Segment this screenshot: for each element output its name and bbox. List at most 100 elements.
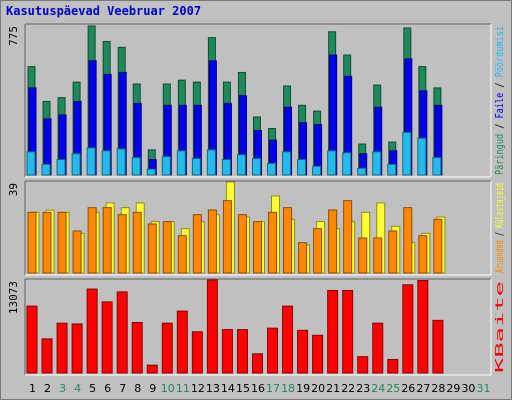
x-tick-label-day-30: 30 xyxy=(461,382,475,395)
x-tick-label-day-13: 13 xyxy=(206,382,220,395)
x-tick-label-day-6: 6 xyxy=(104,382,111,395)
x-tick-label-day-16: 16 xyxy=(251,382,265,395)
bar-visits-day-8 xyxy=(132,211,142,274)
bar-pages-day-24 xyxy=(372,151,382,176)
panel-bottom-series-legend: KBaite xyxy=(493,281,506,373)
x-tick-label-day-26: 26 xyxy=(401,382,415,395)
bar-kbytes-day-17 xyxy=(267,327,279,374)
bar-visits-day-21 xyxy=(328,209,338,274)
bar-pages-day-8 xyxy=(131,157,141,176)
legend-separator: / xyxy=(493,77,506,92)
bar-visits-day-22 xyxy=(343,200,353,274)
bar-pages-day-20 xyxy=(312,165,322,176)
bar-pages-day-3 xyxy=(56,159,66,176)
bar-pages-day-26 xyxy=(402,131,412,176)
bar-kbytes-day-27 xyxy=(417,280,429,374)
bar-kbytes-day-19 xyxy=(297,329,309,374)
x-tick-label-day-9: 9 xyxy=(149,382,156,395)
bar-pages-day-27 xyxy=(417,137,427,176)
bar-kbytes-day-5 xyxy=(86,288,98,374)
x-tick-label-day-27: 27 xyxy=(416,382,430,395)
bar-kbytes-day-2 xyxy=(41,338,53,374)
legend-entry-pöördumisi: Pöördumisi xyxy=(493,26,506,77)
x-tick-label-day-28: 28 xyxy=(431,382,445,395)
x-tick-label-day-21: 21 xyxy=(326,382,340,395)
x-tick-label-day-24: 24 xyxy=(371,382,385,395)
bar-kbytes-day-25 xyxy=(387,358,399,374)
bar-kbytes-day-3 xyxy=(56,322,68,374)
bar-kbytes-day-20 xyxy=(312,334,324,374)
bar-pages-day-13 xyxy=(206,149,216,176)
bar-kbytes-day-18 xyxy=(282,305,294,374)
bar-visits-day-5 xyxy=(87,207,97,274)
x-tick-label-day-4: 4 xyxy=(74,382,81,395)
x-tick-label-day-10: 10 xyxy=(161,382,175,395)
bar-visits-day-24 xyxy=(373,237,383,274)
x-tick-label-day-22: 22 xyxy=(341,382,355,395)
bar-visits-day-15 xyxy=(237,214,247,274)
x-tick-label-day-2: 2 xyxy=(44,382,51,395)
x-tick-label-day-31: 31 xyxy=(476,382,490,395)
bar-visits-day-11 xyxy=(177,235,187,274)
bar-visits-day-12 xyxy=(192,214,202,274)
bar-pages-day-10 xyxy=(161,156,171,176)
bar-kbytes-day-4 xyxy=(71,323,83,374)
bar-visits-day-6 xyxy=(102,207,112,274)
bar-pages-day-16 xyxy=(251,158,261,176)
legend-entry-kbaite: KBaite xyxy=(493,281,506,373)
bar-pages-day-19 xyxy=(297,159,307,176)
legend-entry-aruanded: Aruanded xyxy=(493,240,506,273)
bar-visits-day-23 xyxy=(358,237,368,274)
bar-pages-day-9 xyxy=(146,168,156,176)
bar-pages-day-17 xyxy=(267,162,277,176)
x-tick-label-day-17: 17 xyxy=(266,382,280,395)
x-tick-label-day-5: 5 xyxy=(89,382,96,395)
bar-kbytes-day-12 xyxy=(191,331,203,374)
bar-kbytes-day-28 xyxy=(432,319,444,374)
bar-visits-day-18 xyxy=(283,207,293,274)
panel-middle-series-legend: Aruanded / Külastajaid xyxy=(493,183,506,273)
x-tick-label-day-1: 1 xyxy=(29,382,36,395)
bar-pages-day-5 xyxy=(86,147,96,176)
bar-kbytes-day-11 xyxy=(176,310,188,374)
legend-entry-päringud: Päringud xyxy=(493,134,506,175)
x-tick-label-day-11: 11 xyxy=(176,382,190,395)
bar-visits-day-10 xyxy=(162,221,172,274)
x-tick-label-day-3: 3 xyxy=(59,382,66,395)
panel-top-series-legend: Päringud / Faile / Pöördumisi xyxy=(493,26,506,175)
bar-visits-day-27 xyxy=(418,235,428,274)
bar-kbytes-day-15 xyxy=(236,329,248,374)
bar-visits-day-19 xyxy=(298,242,308,274)
x-tick-label-day-18: 18 xyxy=(281,382,295,395)
bar-kbytes-day-23 xyxy=(357,356,369,374)
bar-kbytes-day-10 xyxy=(161,322,173,374)
legend-entry-külastajaid: Külastajaid xyxy=(493,183,506,228)
x-tick-label-day-7: 7 xyxy=(119,382,126,395)
bar-pages-day-7 xyxy=(116,148,126,176)
bar-pages-day-25 xyxy=(387,163,397,176)
x-tick-label-day-15: 15 xyxy=(236,382,250,395)
bar-kbytes-day-22 xyxy=(342,289,354,374)
legend-separator: / xyxy=(493,228,506,240)
bar-visits-day-20 xyxy=(313,228,323,274)
bar-visits-day-28 xyxy=(433,218,443,274)
bar-pages-day-2 xyxy=(41,163,51,176)
bar-visits-day-2 xyxy=(42,211,52,274)
bar-pages-day-23 xyxy=(357,167,367,176)
bar-kbytes-day-26 xyxy=(402,284,414,374)
bar-visits-day-7 xyxy=(117,214,127,274)
bar-visits-day-16 xyxy=(252,221,262,274)
bar-pages-day-15 xyxy=(236,154,246,176)
bar-visits-day-1 xyxy=(27,211,37,274)
bar-pages-day-11 xyxy=(176,150,186,176)
x-tick-label-day-20: 20 xyxy=(311,382,325,395)
bar-pages-day-4 xyxy=(71,153,81,176)
bar-pages-day-22 xyxy=(342,152,352,176)
bar-kbytes-day-6 xyxy=(101,301,113,374)
bar-pages-day-12 xyxy=(191,158,201,176)
bar-visits-day-26 xyxy=(403,207,413,274)
chart-title: Kasutuspäevad Veebruar 2007 xyxy=(6,4,202,18)
x-tick-label-day-29: 29 xyxy=(446,382,460,395)
bar-visits-day-25 xyxy=(388,230,398,274)
bar-pages-day-14 xyxy=(221,159,231,176)
